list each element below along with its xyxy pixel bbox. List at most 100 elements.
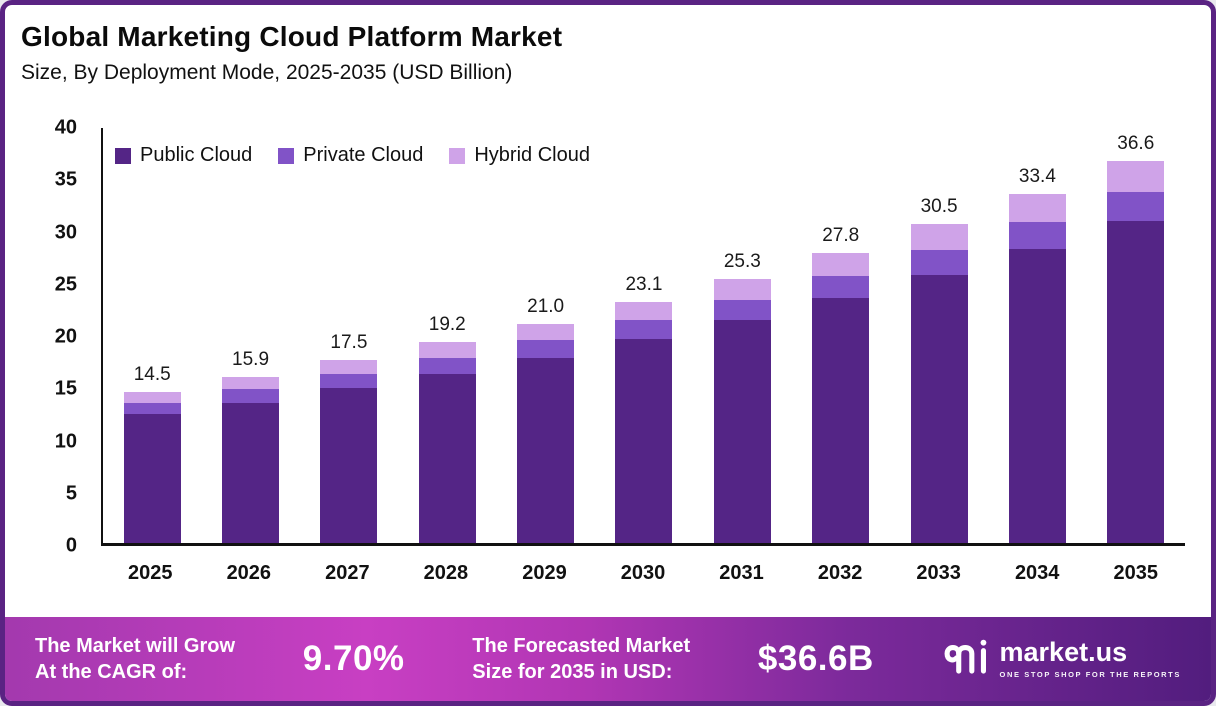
bar-column-2032: 27.8 [792,128,890,543]
segment-public-cloud [1008,249,1066,543]
chart-title: Global Marketing Cloud Platform Market [21,21,563,52]
brand-block: market.us ONE STOP SHOP FOR THE REPORTS [942,639,1181,679]
bar-column-2035: 36.6 [1087,128,1185,543]
brand-text: market.us ONE STOP SHOP FOR THE REPORTS [999,637,1181,680]
segment-public-cloud [123,414,181,543]
segment-private-cloud [1008,222,1066,250]
brand-name: market.us [999,637,1128,667]
bar-column-2028: 19.2 [398,128,496,543]
legend-item-hybrid-cloud: Hybrid Cloud [449,144,590,167]
segment-public-cloud [713,320,771,543]
legend-label: Public Cloud [140,144,253,166]
cagr-label-line2: At the CAGR of: [35,661,188,683]
stacked-bar [615,301,673,543]
x-axis-label: 2028 [423,562,469,584]
legend-item-public-cloud: Public Cloud [115,144,252,167]
bar-value-label: 30.5 [920,196,958,218]
bar-column-2030: 23.1 [595,128,693,543]
stats-footer: The Market will Grow At the CAGR of: 9.7… [5,617,1211,701]
stacked-bar [713,278,771,543]
x-axis-label: 2025 [128,562,173,584]
legend-swatch [278,147,295,164]
x-axis-label: 2026 [226,562,272,584]
y-axis-label: 0 [65,534,77,557]
segment-private-cloud [418,358,476,374]
forecast-label-line1: The Forecasted Market [472,635,691,657]
x-axis-label: 2031 [719,562,764,584]
legend-label: Hybrid Cloud [474,144,590,166]
segment-private-cloud [812,275,870,299]
segment-hybrid-cloud [123,391,181,403]
bar-value-label: 25.3 [723,250,761,272]
bar-chart: 0 5 10 15 20 25 30 35 40 Public Cloud Private Clo… [5,117,1211,600]
segment-hybrid-cloud [1008,194,1066,223]
bar-value-label: 14.5 [133,363,171,385]
segment-private-cloud [615,320,673,340]
forecast-label-line2: Size for 2035 in USD: [472,661,673,683]
legend-item-private-cloud: Private Cloud [278,144,423,167]
bar-column-2027: 17.5 [300,128,398,543]
segment-private-cloud [517,340,575,359]
cagr-label-line1: The Market will Grow [35,635,236,657]
cagr-label: The Market will Grow At the CAGR of: [35,633,235,685]
segment-public-cloud [910,275,968,543]
forecast-label: The Forecasted Market Size for 2035 in U… [472,633,690,685]
y-axis-label: 10 [54,430,77,452]
cagr-value: 9.70% [302,639,405,678]
segment-hybrid-cloud [812,252,870,276]
legend-swatch [449,147,466,164]
bar-value-label: 21.0 [527,295,565,317]
y-axis-label: 30 [54,221,77,243]
segment-hybrid-cloud [1107,160,1165,192]
segment-public-cloud [615,339,673,543]
stacked-bar [910,224,968,543]
x-axis-label: 2035 [1113,562,1158,584]
x-axis-label: 2033 [916,562,961,584]
brand-tagline: ONE STOP SHOP FOR THE REPORTS [999,670,1181,679]
segment-private-cloud [713,299,771,321]
chart-subtitle: Size, By Deployment Mode, 2025-2035 (USD… [21,61,513,84]
segment-public-cloud [812,298,870,543]
bar-value-label: 36.6 [1117,132,1155,154]
whitespace-gap [5,600,1211,617]
segment-hybrid-cloud [910,224,968,251]
y-axis-label: 15 [54,377,77,400]
y-axis-label: 25 [54,273,77,296]
bar-column-2026: 15.9 [201,128,299,543]
segment-private-cloud [910,250,968,276]
segment-public-cloud [1107,221,1165,543]
segment-public-cloud [320,388,378,543]
bar-value-label: 27.8 [822,224,860,246]
segment-private-cloud [123,402,181,415]
stacked-bar [123,391,181,543]
bar-value-label: 19.2 [428,314,466,336]
segment-private-cloud [222,389,280,403]
x-axis-label: 2027 [325,562,370,584]
bar-value-label: 17.5 [330,332,368,354]
stacked-bar [222,376,280,543]
legend-swatch [115,147,131,164]
bar-value-label: 23.1 [625,273,663,295]
stacked-bar [812,252,870,543]
stacked-bar [1008,194,1066,543]
stacked-bar [517,323,575,543]
bar-column-2025: 14.5 [103,128,201,543]
x-axis-label: 2029 [522,562,567,584]
y-axis-label: 5 [65,482,77,505]
bar-column-2033: 30.5 [890,128,988,543]
segment-hybrid-cloud [320,360,378,374]
segment-private-cloud [320,373,378,389]
y-axis-label: 20 [54,325,77,348]
segment-hybrid-cloud [418,342,476,359]
segment-public-cloud [222,402,280,543]
stacked-bar [1107,160,1165,543]
y-axis-label: 35 [54,168,77,191]
segment-hybrid-cloud [615,301,673,321]
segment-hybrid-cloud [517,323,575,341]
segment-public-cloud [418,373,476,543]
stacked-bar [320,360,378,543]
bar-column-2034: 33.4 [988,128,1086,543]
x-axis-label: 2032 [817,562,863,584]
chart-legend: Public Cloud Private Cloud Hybrid Cloud [115,144,590,167]
